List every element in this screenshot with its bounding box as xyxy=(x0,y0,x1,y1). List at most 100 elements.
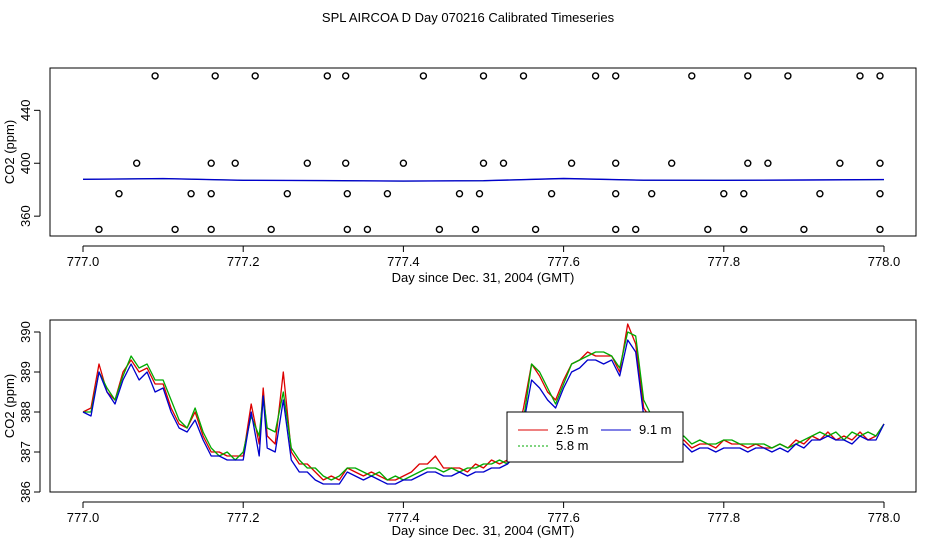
top-point xyxy=(668,159,676,167)
top-y-tick-label: 360 xyxy=(18,205,33,227)
top-point xyxy=(115,189,123,198)
top-point xyxy=(383,189,392,198)
top-point xyxy=(704,225,712,234)
top-point xyxy=(531,225,540,234)
top-calibration-points xyxy=(95,72,884,234)
top-point xyxy=(744,159,752,167)
top-point xyxy=(876,159,884,167)
top-point xyxy=(591,72,600,80)
top-point xyxy=(343,189,351,198)
bottom-x-tick-label: 777.8 xyxy=(708,510,741,525)
top-point xyxy=(876,225,884,234)
bottom-x-tick-label: 778.0 xyxy=(868,510,901,525)
bottom-y-tick-label: 390 xyxy=(18,321,33,343)
top-point xyxy=(171,225,179,234)
top-point xyxy=(471,225,480,234)
top-point xyxy=(342,72,350,80)
top-point xyxy=(283,189,291,198)
top-plot-frame xyxy=(49,67,917,237)
top-point xyxy=(632,225,640,234)
top-point xyxy=(740,189,748,198)
legend-label-9-1m: 9.1 m xyxy=(639,422,672,437)
legend: 2.5 m 5.8 m 9.1 m xyxy=(506,411,684,463)
bottom-x-axis-label: Day since Dec. 31, 2004 (GMT) xyxy=(392,523,575,538)
top-point xyxy=(612,159,620,167)
top-x-tick-label: 777.6 xyxy=(547,254,580,269)
top-point xyxy=(211,72,219,80)
top-point xyxy=(363,225,372,234)
top-point xyxy=(800,225,808,234)
bottom-x-tick-label: 777.2 xyxy=(227,510,260,525)
top-panel: 360 400 440 777.0 777.2 777.4 777.6 777.8 778.0… xyxy=(2,67,917,285)
bottom-x-tick-label: 777.0 xyxy=(67,510,100,525)
top-point xyxy=(435,225,444,234)
bottom-y-axis-label: CO2 (ppm) xyxy=(2,374,17,438)
bottom-plot-frame xyxy=(49,319,917,493)
series-line-5-8-m xyxy=(83,331,885,481)
top-y-tick-label: 440 xyxy=(18,99,33,121)
top-x-axis: 777.0 777.2 777.4 777.6 777.8 778.0 xyxy=(67,245,901,269)
top-x-tick-label: 777.4 xyxy=(387,254,420,269)
top-point xyxy=(764,159,772,167)
bottom-x-tick-label: 777.4 xyxy=(387,510,420,525)
top-point xyxy=(499,159,508,167)
top-point xyxy=(567,159,576,167)
bottom-x-tick-label: 777.6 xyxy=(547,510,580,525)
top-x-tick-label: 777.2 xyxy=(227,254,260,269)
legend-label-5-8m: 5.8 m xyxy=(556,438,589,453)
top-point xyxy=(303,159,311,167)
top-point xyxy=(856,72,864,80)
top-point xyxy=(231,159,239,167)
top-point xyxy=(519,72,528,80)
top-point xyxy=(267,225,275,234)
top-point xyxy=(207,189,215,198)
top-point xyxy=(612,225,620,234)
top-ambient-line xyxy=(82,177,885,182)
bottom-y-tick-label: 389 xyxy=(18,361,33,383)
top-x-tick-label: 777.8 xyxy=(708,254,741,269)
bottom-y-axis: 386 387 388 389 390 xyxy=(18,321,41,503)
bottom-x-axis: 777.0 777.2 777.4 777.6 777.8 778.0 xyxy=(67,501,901,525)
top-point xyxy=(648,189,656,198)
top-point xyxy=(187,189,195,198)
top-point xyxy=(419,72,428,80)
legend-label-2-5m: 2.5 m xyxy=(556,422,589,437)
top-point xyxy=(612,72,620,80)
top-x-tick-label: 778.0 xyxy=(868,254,901,269)
top-x-tick-label: 777.0 xyxy=(67,254,100,269)
bottom-y-tick-label: 388 xyxy=(18,401,33,423)
top-point xyxy=(836,159,844,167)
bottom-series-lines xyxy=(82,323,885,485)
top-point xyxy=(816,189,824,198)
top-y-axis: 360 400 440 xyxy=(18,99,41,227)
top-point xyxy=(342,159,350,167)
top-point xyxy=(744,72,752,80)
top-point xyxy=(876,189,884,198)
top-x-axis-label: Day since Dec. 31, 2004 (GMT) xyxy=(392,270,575,285)
top-point xyxy=(479,159,488,167)
top-point xyxy=(479,72,488,80)
top-point xyxy=(251,72,259,80)
top-point xyxy=(784,72,792,80)
series-line-2-5-m xyxy=(82,323,885,481)
top-point xyxy=(688,72,696,80)
top-point xyxy=(720,189,728,198)
top-point xyxy=(343,225,351,234)
top-point xyxy=(399,159,408,167)
top-point xyxy=(323,72,331,80)
legend-box xyxy=(506,411,684,463)
top-point xyxy=(740,225,748,234)
top-point xyxy=(151,72,159,80)
bottom-y-tick-label: 387 xyxy=(18,441,33,463)
series-line-9-1-m xyxy=(82,339,885,485)
top-point xyxy=(95,225,103,234)
top-y-tick-label: 400 xyxy=(18,152,33,174)
top-point xyxy=(207,225,215,234)
top-point xyxy=(207,159,215,167)
top-line-blue xyxy=(82,177,885,182)
top-y-axis-label: CO2 (ppm) xyxy=(2,120,17,184)
top-point xyxy=(876,72,884,80)
top-point xyxy=(547,189,556,198)
